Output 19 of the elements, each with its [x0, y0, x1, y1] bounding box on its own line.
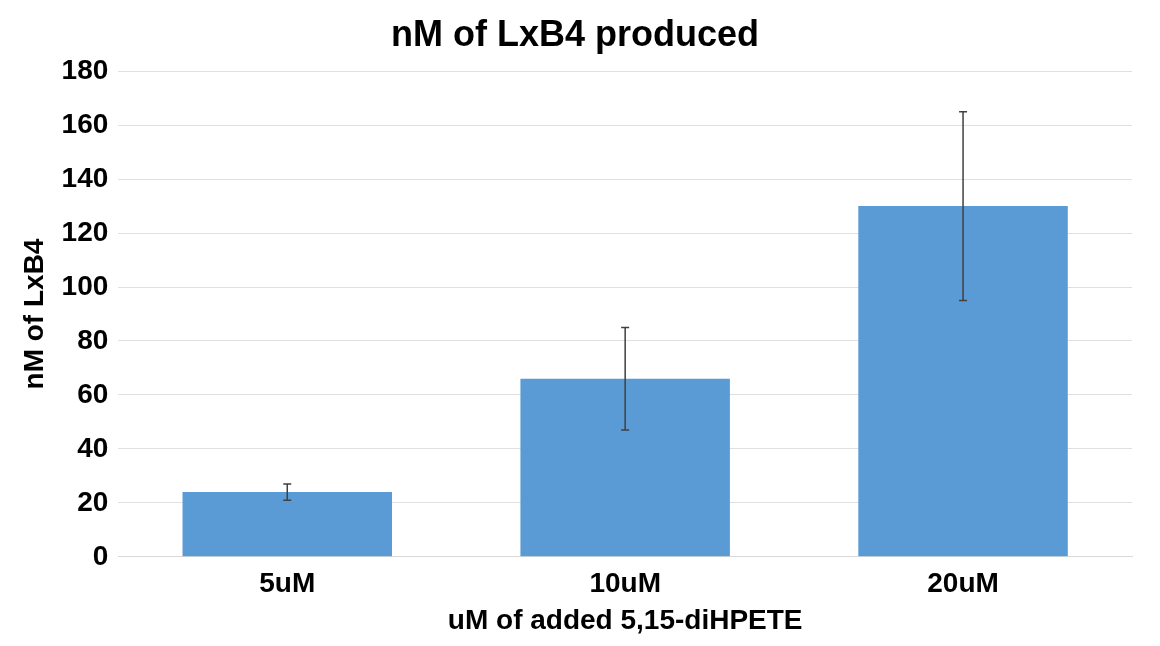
chart-title: nM of LxB4 produced: [391, 12, 759, 54]
y-tick-label: 0: [92, 539, 109, 571]
y-axis-title: nM of LxB4: [17, 238, 49, 390]
y-tick-label: 160: [61, 107, 109, 139]
y-tick-label: 120: [61, 215, 109, 247]
y-tick-label: 60: [77, 377, 109, 409]
y-tick-label: 180: [61, 53, 109, 85]
y-tick-label: 80: [77, 323, 109, 355]
bar: [858, 206, 1068, 557]
y-tick-label: 100: [61, 269, 109, 301]
x-axis-title: uM of added 5,15-diHPETE: [447, 603, 803, 635]
x-tick-label: 5uM: [259, 567, 316, 599]
x-tick-label: 10uM: [589, 567, 661, 599]
bar: [520, 378, 730, 557]
x-tick-label: 20uM: [927, 567, 999, 599]
bar: [182, 492, 393, 557]
y-tick-label: 40: [77, 431, 109, 463]
y-tick-label: 20: [77, 485, 109, 517]
y-tick-label: 140: [61, 161, 109, 193]
